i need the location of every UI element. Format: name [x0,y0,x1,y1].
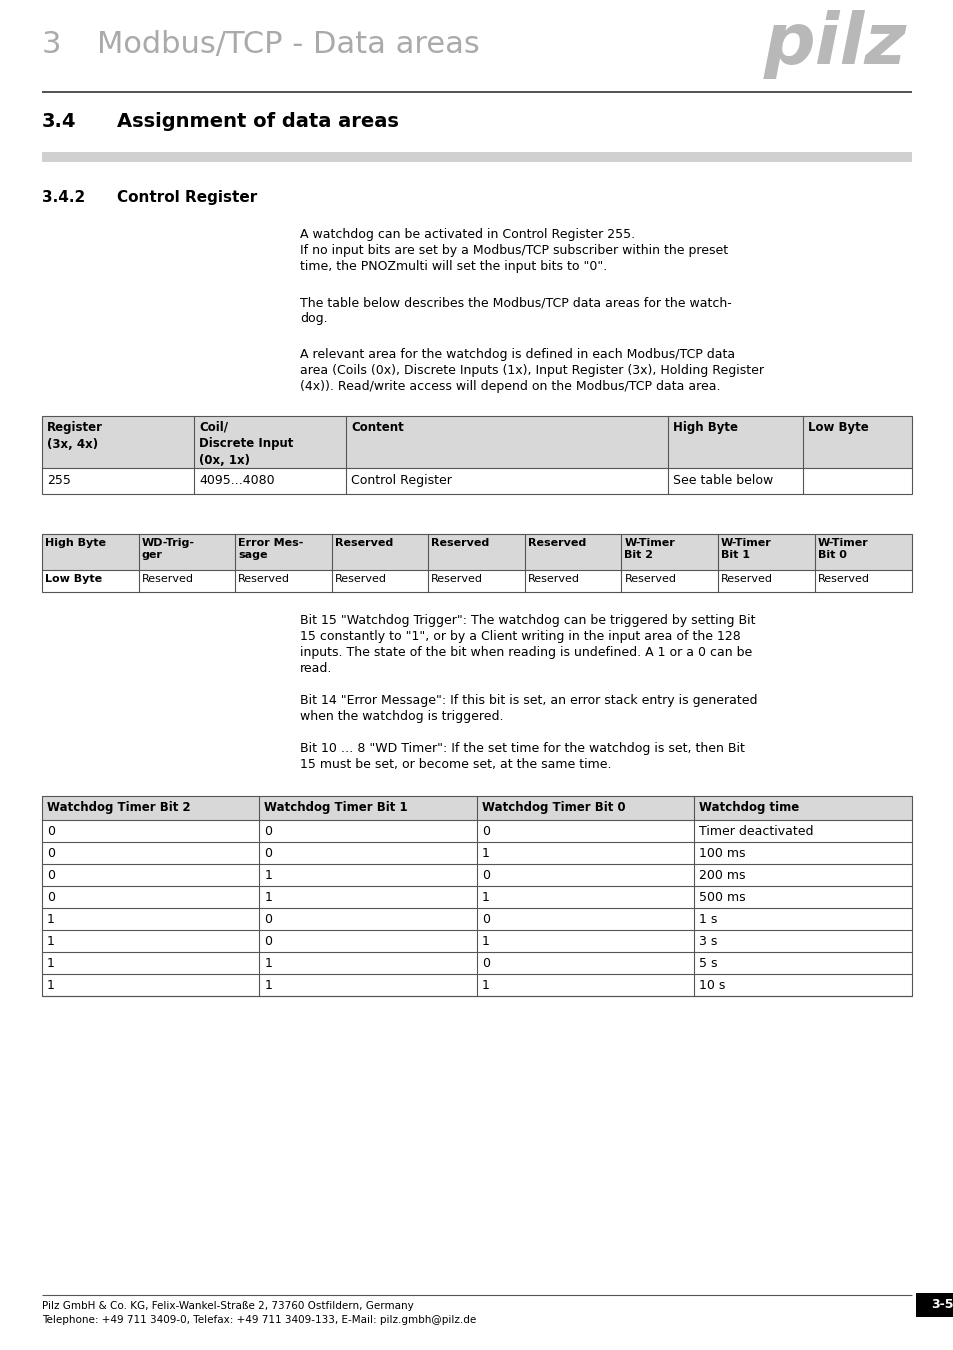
Text: Control Register: Control Register [351,474,452,487]
Bar [42,535,911,570]
Text: Low Byte: Low Byte [807,421,868,433]
Text: Reserved: Reserved [238,574,290,585]
Text: 1: 1 [47,979,55,992]
Bar [42,796,911,996]
Text: 1: 1 [47,957,55,971]
Text: Content: Content [351,421,404,433]
Text: 1: 1 [47,913,55,926]
Text: time, the PNOZmulti will set the input bits to "0".: time, the PNOZmulti will set the input b… [299,261,607,273]
Text: 3 s: 3 s [699,936,717,948]
Bar [915,1293,953,1318]
Text: 255: 255 [47,474,71,487]
Text: Error Mes-
sage: Error Mes- sage [238,539,303,560]
Text: 0: 0 [481,869,490,882]
Text: inputs. The state of the bit when reading is undefined. A 1 or a 0 can be: inputs. The state of the bit when readin… [299,647,752,659]
Text: 0: 0 [264,936,273,948]
Text: 1: 1 [481,979,489,992]
Text: Bit 15 "Watchdog Trigger": The watchdog can be triggered by setting Bit: Bit 15 "Watchdog Trigger": The watchdog … [299,614,755,626]
Text: Reserved: Reserved [624,574,676,585]
Text: 3-5: 3-5 [930,1297,952,1311]
Text: Pilz GmbH & Co. KG, Felix-Wankel-Straße 2, 73760 Ostfildern, Germany: Pilz GmbH & Co. KG, Felix-Wankel-Straße … [42,1301,414,1311]
Text: WD-Trig-
ger: WD-Trig- ger [141,539,194,560]
Text: 500 ms: 500 ms [699,891,745,904]
Text: Register
(3x, 4x): Register (3x, 4x) [47,421,103,451]
Bar [42,153,911,162]
Text: 3: 3 [42,30,61,59]
Bar [42,535,911,593]
Text: 1 s: 1 s [699,913,717,926]
Text: (4x)). Read/write access will depend on the Modbus/TCP data area.: (4x)). Read/write access will depend on … [299,379,720,393]
Text: 15 constantly to "1", or by a Client writing in the input area of the 128: 15 constantly to "1", or by a Client wri… [299,630,740,643]
Text: W-Timer
Bit 0: W-Timer Bit 0 [817,539,867,560]
Text: Modbus/TCP - Data areas: Modbus/TCP - Data areas [97,30,479,59]
Text: 1: 1 [264,891,273,904]
Text: 0: 0 [264,846,273,860]
Text: 0: 0 [264,825,273,838]
Text: 3.4: 3.4 [42,112,76,131]
Text: 0: 0 [47,825,55,838]
Text: 0: 0 [481,913,490,926]
Text: See table below: See table below [673,474,773,487]
Text: 4095...4080: 4095...4080 [199,474,274,487]
Text: Telephone: +49 711 3409-0, Telefax: +49 711 3409-133, E-Mail: pilz.gmbh@pilz.de: Telephone: +49 711 3409-0, Telefax: +49 … [42,1315,476,1324]
Text: Reserved: Reserved [431,574,483,585]
Text: High Byte: High Byte [673,421,738,433]
Text: 200 ms: 200 ms [699,869,745,882]
Bar [42,796,911,819]
Text: Bit 14 "Error Message": If this bit is set, an error stack entry is generated: Bit 14 "Error Message": If this bit is s… [299,694,757,707]
Text: pilz: pilz [763,9,906,80]
Text: A watchdog can be activated in Control Register 255.: A watchdog can be activated in Control R… [299,228,635,242]
Text: Reserved: Reserved [527,539,585,548]
Text: High Byte: High Byte [45,539,106,548]
Text: If no input bits are set by a Modbus/TCP subscriber within the preset: If no input bits are set by a Modbus/TCP… [299,244,727,256]
Text: Watchdog Timer Bit 2: Watchdog Timer Bit 2 [47,801,191,814]
Text: dog.: dog. [299,312,327,325]
Text: Reserved: Reserved [527,574,579,585]
Text: 1: 1 [481,846,489,860]
Text: Timer deactivated: Timer deactivated [699,825,813,838]
Text: Watchdog Timer Bit 1: Watchdog Timer Bit 1 [264,801,408,814]
Text: W-Timer
Bit 1: W-Timer Bit 1 [720,539,771,560]
Text: Control Register: Control Register [117,190,257,205]
Text: The table below describes the Modbus/TCP data areas for the watch-: The table below describes the Modbus/TCP… [299,296,731,309]
Text: Watchdog time: Watchdog time [699,801,799,814]
Text: Reserved: Reserved [817,574,868,585]
Text: read.: read. [299,662,332,675]
Text: when the watchdog is triggered.: when the watchdog is triggered. [299,710,503,724]
Text: Coil/
Discrete Input
(0x, 1x): Coil/ Discrete Input (0x, 1x) [199,421,294,467]
Text: area (Coils (0x), Discrete Inputs (1x), Input Register (3x), Holding Register: area (Coils (0x), Discrete Inputs (1x), … [299,364,763,377]
Text: 10 s: 10 s [699,979,725,992]
Text: Bit 10 … 8 "WD Timer": If the set time for the watchdog is set, then Bit: Bit 10 … 8 "WD Timer": If the set time f… [299,743,744,755]
Text: 1: 1 [481,936,489,948]
Text: Assignment of data areas: Assignment of data areas [117,112,398,131]
Text: Reserved: Reserved [335,574,386,585]
Text: 3.4.2: 3.4.2 [42,190,85,205]
Text: Watchdog Timer Bit 0: Watchdog Timer Bit 0 [481,801,625,814]
Text: 1: 1 [264,957,273,971]
Text: 0: 0 [264,913,273,926]
Text: 0: 0 [47,846,55,860]
Text: 0: 0 [481,957,490,971]
Text: 1: 1 [264,869,273,882]
Text: W-Timer
Bit 2: W-Timer Bit 2 [624,539,675,560]
Text: 15 must be set, or become set, at the same time.: 15 must be set, or become set, at the sa… [299,757,611,771]
Bar [42,416,911,468]
Text: 0: 0 [47,869,55,882]
Text: 1: 1 [47,936,55,948]
Text: 1: 1 [481,891,489,904]
Text: A relevant area for the watchdog is defined in each Modbus/TCP data: A relevant area for the watchdog is defi… [299,348,735,360]
Text: Reserved: Reserved [141,574,193,585]
Text: Reserved: Reserved [720,574,772,585]
Text: 0: 0 [481,825,490,838]
Text: Reserved: Reserved [335,539,393,548]
Text: 100 ms: 100 ms [699,846,745,860]
Text: Reserved: Reserved [431,539,489,548]
Text: 1: 1 [264,979,273,992]
Bar [42,416,911,494]
Text: 0: 0 [47,891,55,904]
Text: Low Byte: Low Byte [45,574,102,585]
Text: 5 s: 5 s [699,957,718,971]
